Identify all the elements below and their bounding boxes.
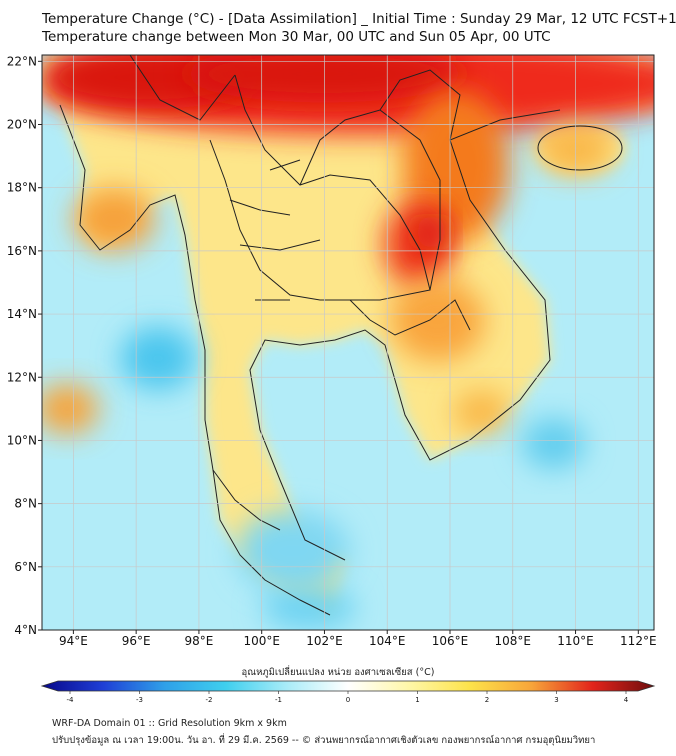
footer-update-info: ปรับปรุงข้อมูล ณ เวลา 19:00น. วัน อา. ที… bbox=[52, 735, 596, 746]
anomaly-gulf-cool bbox=[236, 509, 350, 593]
colorbar-tick-label: 2 bbox=[485, 696, 489, 704]
lat-label: 14°N bbox=[7, 307, 37, 321]
colorbar-tick-label: -3 bbox=[136, 696, 143, 704]
map-gridlines bbox=[42, 55, 654, 630]
lon-label: 96°E bbox=[122, 634, 151, 648]
map-title-line2: Temperature change between Mon 30 Mar, 0… bbox=[42, 29, 551, 45]
malaysia-border bbox=[212, 469, 281, 531]
lon-label: 104°E bbox=[369, 634, 406, 648]
lon-label: 94°E bbox=[59, 634, 88, 648]
lon-label: 100°E bbox=[243, 634, 280, 648]
colorbar-ticks: -4 -3 -2 -1 0 1 2 3 4 bbox=[67, 691, 629, 704]
lat-label: 6°N bbox=[14, 560, 37, 574]
lat-label: 16°N bbox=[7, 244, 37, 258]
lon-label: 112°E bbox=[620, 634, 657, 648]
colorbar-tick-label: 0 bbox=[346, 696, 350, 704]
lat-label: 10°N bbox=[7, 433, 37, 447]
map-panel bbox=[42, 55, 654, 630]
lon-label: 98°E bbox=[184, 634, 213, 648]
lat-label: 8°N bbox=[14, 497, 37, 511]
lon-label: 110°E bbox=[557, 634, 594, 648]
china-vietnam-border bbox=[379, 69, 461, 141]
lat-label: 22°N bbox=[7, 54, 37, 68]
colorbar-tick-label: 4 bbox=[624, 696, 629, 704]
anomaly-west-sea-warm bbox=[42, 383, 99, 435]
lat-label: 12°N bbox=[7, 370, 37, 384]
province-lines bbox=[229, 159, 321, 301]
mainland-landmass bbox=[42, 55, 654, 615]
longitude-labels: 94°E 96°E 98°E 100°E 102°E 104°E 106°E 108°E 110… bbox=[59, 630, 657, 648]
latitude-labels: 22°N 20°N 18°N 16°N 14°N 12°N 10°N 8°N 6°N 4°N bbox=[7, 54, 42, 637]
country-borders bbox=[59, 55, 623, 616]
cambodia-border bbox=[349, 299, 471, 336]
colorbar: -4 -3 -2 -1 0 1 2 3 4 bbox=[40, 680, 656, 704]
map-title-line1: Temperature Change (°C) - [Data Assimila… bbox=[42, 11, 676, 27]
lat-label: 4°N bbox=[14, 623, 37, 637]
anomaly-myanmar-coast-warm bbox=[73, 187, 155, 251]
anomaly-andaman-cool bbox=[120, 326, 196, 390]
hainan-coastline bbox=[537, 125, 623, 171]
map-frame bbox=[41, 54, 655, 631]
anomaly-laos-south-core bbox=[415, 212, 447, 251]
lat-label: 18°N bbox=[7, 181, 37, 195]
colorbar-gradient-bar bbox=[40, 680, 656, 692]
colorbar-tick-label: -4 bbox=[67, 696, 75, 704]
temperature-anomaly-layer bbox=[42, 55, 654, 630]
anomaly-cambodia-warm bbox=[390, 279, 485, 362]
colorbar-label: อุณหภูมิเปลี่ยนแปลง หน่วย องศาเซลเซียส (… bbox=[241, 667, 435, 678]
colorbar-tick-label: -1 bbox=[275, 696, 282, 704]
anomaly-vietnam-south-warm bbox=[453, 389, 510, 435]
colorbar-tick-label: -2 bbox=[206, 696, 213, 704]
colorbar-tick-label: 1 bbox=[415, 696, 419, 704]
western-coastline bbox=[59, 104, 331, 616]
lon-label: 106°E bbox=[432, 634, 469, 648]
footer-model-info: WRF-DA Domain 01 :: Grid Resolution 9km … bbox=[52, 718, 287, 729]
lat-label: 20°N bbox=[7, 118, 37, 132]
anomaly-south-china-sea-cool bbox=[522, 418, 585, 469]
colorbar-tick-label: 3 bbox=[554, 696, 558, 704]
myanmar-north-border bbox=[129, 55, 236, 121]
gulf-coastline bbox=[249, 109, 561, 561]
anomaly-malaya-south-cool bbox=[261, 585, 356, 630]
map-figure: 22°N 20°N 18°N 16°N 14°N 12°N 10°N 8°N 6°N 4°N 94… bbox=[7, 54, 657, 648]
lon-label: 108°E bbox=[495, 634, 532, 648]
lon-label: 102°E bbox=[306, 634, 343, 648]
